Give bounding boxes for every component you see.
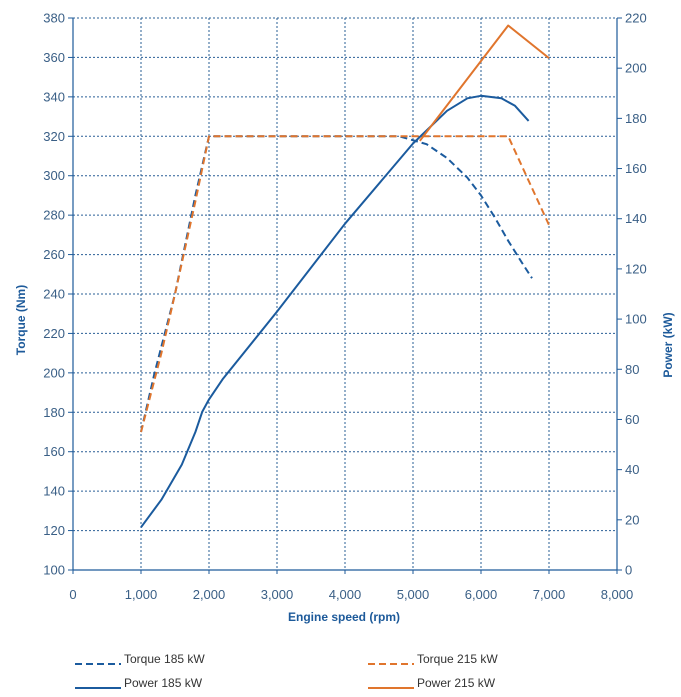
series-line-torque-215-kw	[140, 135, 550, 433]
y-right-tick-label: 200	[625, 61, 647, 76]
x-tick-label: 3,000	[261, 587, 294, 602]
y-right-tick-label: 140	[625, 211, 647, 226]
y-right-tick-label: 180	[625, 111, 647, 126]
legend: Torque 185 kW Power 185 kW Torque 215 kW Po…	[75, 652, 498, 690]
y-right-tick-label: 100	[625, 312, 647, 327]
y-left-tick-label: 240	[43, 287, 65, 302]
y-right-tick-label: 20	[625, 512, 639, 527]
y-left-tick-label: 120	[43, 523, 65, 538]
y-left-tick-label: 220	[43, 326, 65, 341]
x-tick-label: 6,000	[465, 587, 498, 602]
x-tick-label: 5,000	[397, 587, 430, 602]
x-tick-label: 0	[69, 587, 76, 602]
y-left-tick-label: 340	[43, 89, 65, 104]
y-left-tick-label: 180	[43, 405, 65, 420]
axes	[68, 17, 622, 574]
y-left-tick-label: 140	[43, 484, 65, 499]
x-tick-label: 2,000	[193, 587, 226, 602]
x-tick-label: 7,000	[533, 587, 566, 602]
y-left-tick-label: 380	[43, 11, 65, 26]
legend-label-torque-185-kw: Torque 185 kW	[124, 652, 205, 666]
x-tick-label: 4,000	[329, 587, 362, 602]
y-right-tick-label: 220	[625, 11, 647, 26]
x-axis-title: Engine speed (rpm)	[288, 610, 400, 624]
y-right-tick-label: 60	[625, 412, 639, 427]
y-right-tick-label: 80	[625, 362, 639, 377]
y-right-tick-label: 160	[625, 161, 647, 176]
tick-labels: 1001201401601802002202402602803003203403…	[43, 11, 646, 603]
series-line-power-215-kw	[419, 24, 550, 142]
y-left-tick-label: 100	[43, 563, 65, 578]
y-left-tick-label: 280	[43, 208, 65, 223]
y-right-tick-label: 0	[625, 563, 632, 578]
grid	[73, 17, 617, 570]
y-left-tick-label: 200	[43, 365, 65, 380]
legend-label-power-185-kw: Power 185 kW	[124, 676, 203, 690]
y-left-tick-label: 160	[43, 444, 65, 459]
y-left-tick-label: 320	[43, 129, 65, 144]
legend-label-power-215-kw: Power 215 kW	[417, 676, 496, 690]
y-axis-right-title: Power (kW)	[661, 312, 675, 377]
y-right-tick-label: 120	[625, 261, 647, 276]
y-left-tick-label: 360	[43, 50, 65, 65]
series-line-power-185-kw	[140, 94, 530, 528]
y-axis-left-title: Torque (Nm)	[14, 285, 28, 355]
legend-label-torque-215-kw: Torque 215 kW	[417, 652, 498, 666]
y-right-tick-label: 40	[625, 462, 639, 477]
series-lines	[140, 24, 550, 528]
y-left-tick-label: 300	[43, 168, 65, 183]
x-tick-label: 8,000	[601, 587, 634, 602]
y-left-tick-label: 260	[43, 247, 65, 262]
x-tick-label: 1,000	[125, 587, 158, 602]
